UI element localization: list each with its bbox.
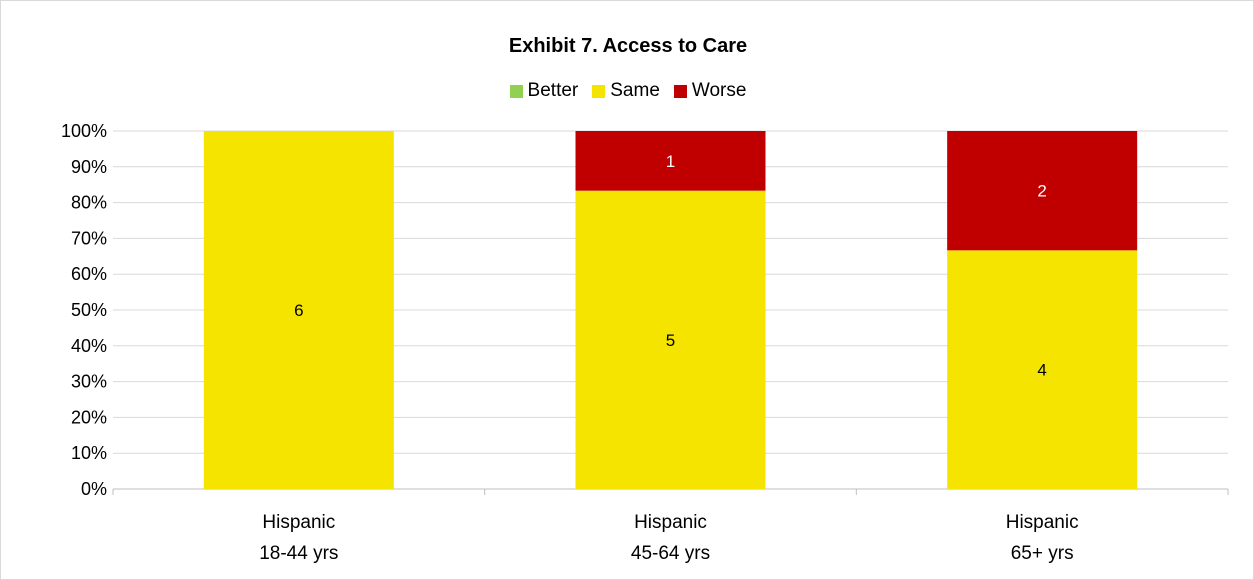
category-label: Hispanic <box>634 512 707 533</box>
bar-segment-same <box>575 190 766 489</box>
legend-item-worse: Worse <box>673 80 747 102</box>
y-tick-label: 20% <box>71 407 107 427</box>
data-label: 4 <box>1037 361 1046 380</box>
legend: Better Same Worse <box>1 80 1254 102</box>
legend-label-better: Better <box>527 80 579 101</box>
legend-swatch-better <box>509 84 523 98</box>
legend-item-better: Better <box>509 80 579 102</box>
bar-segment-worse <box>575 131 766 191</box>
category-label: Hispanic <box>262 512 335 533</box>
bar-segment-same <box>203 131 394 489</box>
category-label: 45-64 yrs <box>631 543 710 564</box>
data-label: 6 <box>294 301 303 320</box>
bar-segment-worse <box>947 131 1138 251</box>
legend-swatch-same <box>592 84 606 98</box>
category-label: 65+ yrs <box>1011 543 1074 564</box>
y-tick-label: 40% <box>71 336 107 356</box>
legend-item-same: Same <box>592 80 660 102</box>
y-tick-label: 10% <box>71 443 107 463</box>
legend-label-same: Same <box>610 80 660 101</box>
bar-segment-same <box>947 250 1138 489</box>
y-tick-label: 70% <box>71 228 107 248</box>
chart-title: Exhibit 7. Access to Care <box>508 35 748 57</box>
y-tick-label: 0% <box>81 479 107 499</box>
y-tick-label: 60% <box>71 264 107 284</box>
data-label: 1 <box>666 152 675 171</box>
y-tick-label: 90% <box>71 157 107 177</box>
legend-swatch-worse <box>673 84 687 98</box>
y-tick-label: 80% <box>71 193 107 213</box>
data-label: 5 <box>666 331 675 350</box>
category-label: Hispanic <box>1006 512 1079 533</box>
y-tick-label: 50% <box>71 300 107 320</box>
data-label: 2 <box>1037 182 1046 201</box>
category-label: 18-44 yrs <box>259 543 338 564</box>
y-tick-label: 100% <box>61 121 107 141</box>
legend-label-worse: Worse <box>691 80 747 101</box>
y-tick-label: 30% <box>71 372 107 392</box>
